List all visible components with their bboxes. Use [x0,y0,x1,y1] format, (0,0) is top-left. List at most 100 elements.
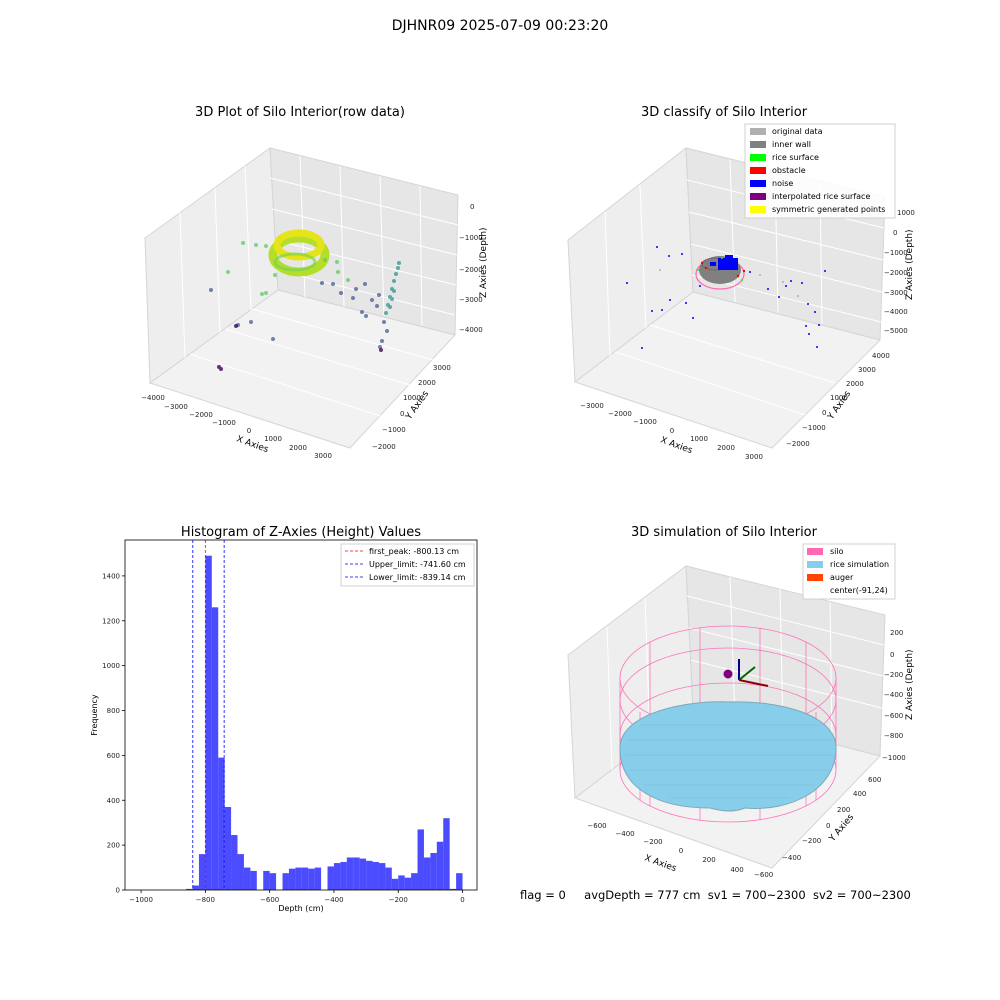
classify-xtick: −2000 [608,410,632,418]
histogram-x-tick-label: 0 [460,896,464,904]
classify-legend-frame [744,123,896,219]
histogram-bar [243,867,251,890]
histogram-bar [282,873,289,890]
classify-ytick: 0 [822,409,826,417]
raw-ytick: 3000 [433,364,451,372]
histogram-bar [218,757,225,890]
histogram-panel: Histogram of Z-Axies (Height) Values −10… [90,525,478,913]
classify-noise-cluster [710,255,738,270]
histogram-bar [385,867,392,890]
simulation-xtick: −200 [643,838,662,846]
simulation-ytick: 200 [837,806,850,814]
raw-teal-points [384,261,401,315]
simulation-3d-panel: 3D simulation of Silo Interior [567,525,915,879]
histogram-bar [366,860,373,890]
histogram-bar [263,870,270,890]
histogram-y-tick-label: 600 [107,752,120,760]
raw-point-cloud [209,229,401,371]
classify-xtick: −1000 [633,418,657,426]
histogram-x-axis-label: Depth (cm) [278,904,323,913]
simulation-legend-swatch [807,574,823,581]
histogram-bar [436,841,444,890]
sv2-value: sv2 = 700~2300 [812,888,911,902]
auger-center-marker [723,669,733,679]
classify-xtick: 3000 [745,453,763,461]
raw-ring-lower [268,233,330,277]
classify-legend: original data inner wall rice surface obsta… [744,123,896,219]
histogram-x-tick-label: −800 [196,896,215,904]
classify-obstacle-points [700,261,746,278]
classify-3d-panel: 3D classify of Silo Interior [567,105,915,461]
histogram-y-tick-label: 1000 [102,662,120,670]
classify-legend-label: obstacle [772,166,806,175]
flag-value: flag = 0 [520,888,566,902]
classify-x-axis-label: X Axies [659,435,694,456]
classify-xtick: −3000 [580,402,604,410]
raw-ztick: −4000 [459,326,483,334]
raw-ztick: −2000 [459,266,483,274]
simulation-ytick: −200 [802,837,821,845]
classify-ztick: −3000 [884,289,908,297]
classify-tick-labels: −3000 −2000 −1000 0 1000 2000 3000 −2000… [580,209,915,461]
histogram-x-tick-label: −600 [260,896,279,904]
raw-ztick: −3000 [459,296,483,304]
histogram-x-ticks: −1000 −800 −600 −400 −200 0 [129,890,465,904]
histogram-x-tick-label: −400 [324,896,343,904]
classify-ytick: −2000 [786,440,810,448]
raw-ytick: 2000 [418,379,436,387]
histogram-bar [301,867,309,890]
histogram-bar [353,857,360,890]
histogram-bar [346,857,354,890]
simulation-ytick: 600 [868,776,881,784]
raw-xtick: 2000 [289,444,307,452]
histogram-bar [391,878,399,890]
classify-ztick: 0 [893,229,897,237]
raw-z-axis-label: Z Axies (Depth) [479,227,489,298]
histogram-x-tick-label: −200 [389,896,408,904]
histogram-bar [423,857,431,890]
classify-ztick: −5000 [884,327,908,335]
simulation-legend-label: rice simulation [830,560,889,569]
histogram-bar [308,868,315,890]
histogram-bar [327,866,334,890]
simulation-legend-label: center(-91,24) [830,586,888,595]
histogram-vlines [192,540,225,890]
raw-ytick: 1000 [403,394,421,402]
histogram-y-tick-label: 400 [107,797,120,805]
histogram-y-tick-label: 800 [107,707,120,715]
simulation-ztick: 0 [890,651,894,659]
histogram-x-tick-label: −1000 [129,896,153,904]
classify-legend-label: original data [772,127,823,136]
histogram-legend-frame [340,543,475,587]
simulation-tick-labels: −600 −400 −200 0 200 400 −600 −400 −200 … [587,629,905,879]
histogram-bars [186,555,463,890]
histogram-bar [449,888,457,890]
simulation-ytick: 400 [853,790,866,798]
simulation-ztick: −1000 [882,754,906,762]
histogram-y-tick-label: 0 [116,887,120,895]
histogram-bar [456,873,463,890]
histogram-y-ticks: 0 200 400 600 800 1000 1200 1400 [102,572,125,895]
classify-legend-swatch [750,141,766,148]
classify-xtick: 1000 [690,435,708,443]
histogram-frame [124,539,478,891]
histogram-bar [411,873,418,890]
simulation-z-axis-label: Z Axies (Depth) [905,649,915,720]
classify-legend-swatch [750,206,766,213]
simulation-xtick: −600 [587,822,606,830]
auger-marker [723,659,769,687]
histogram-y-tick-label: 1200 [102,617,120,625]
raw-ztick: −1000 [459,234,483,242]
classify-point-cloud [626,246,826,349]
avg-depth-value: avgDepth = 777 cm [584,888,701,902]
histogram-bar [430,852,437,890]
histogram-legend-label: Lower_limit: -839.14 cm [369,573,466,582]
histogram-bar [340,861,347,890]
classify-ztick: 1000 [897,209,915,217]
status-footer: flag = 0 avgDepth = 777 cm sv1 = 700~230… [520,888,911,902]
classify-ytick: 1000 [830,394,848,402]
histogram-bar [237,854,244,890]
classify-ytick: 3000 [858,366,876,374]
simulation-ztick: 200 [890,629,903,637]
